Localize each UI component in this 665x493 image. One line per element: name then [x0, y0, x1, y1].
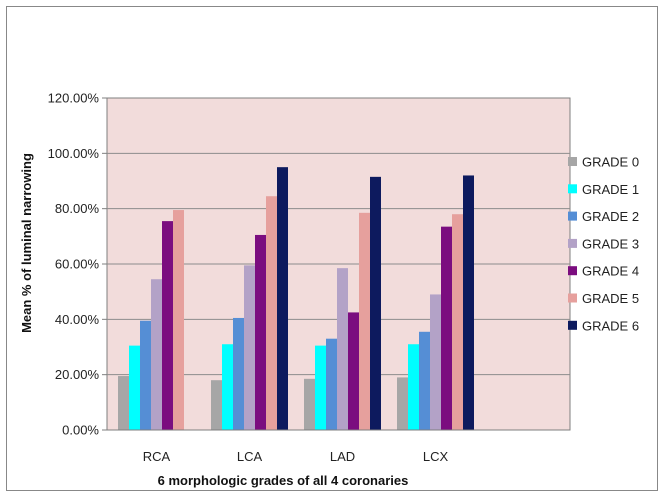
y-tick-label: 80.00% — [55, 201, 100, 216]
bar-lca-grade-3 — [244, 265, 255, 430]
bar-lad-grade-5 — [359, 212, 370, 430]
bar-rca-grade-3 — [151, 279, 162, 430]
legend-label: GRADE 0 — [582, 155, 639, 170]
legend-swatch — [568, 320, 577, 330]
bar-lcx-grade-0 — [397, 377, 408, 430]
x-tick-label: LAD — [330, 449, 355, 464]
bar-lcx-grade-5 — [452, 214, 463, 430]
bar-rca-grade-5 — [173, 210, 184, 430]
legend-label: GRADE 6 — [582, 318, 639, 333]
bar-chart: 0.00% 20.00% 40.00% 60.00% 80.00% 100.00% 120.… — [19, 91, 639, 489]
legend-swatch — [568, 157, 577, 166]
legend-label: GRADE 4 — [582, 264, 639, 279]
bar-lad-grade-0 — [304, 378, 315, 430]
bar-lcx-grade-1 — [408, 344, 419, 430]
y-tick-label: 0.00% — [62, 423, 99, 438]
bar-lcx-grade-2 — [419, 331, 430, 430]
y-tick-label: 120.00% — [48, 91, 100, 106]
bar-lca-grade-2 — [233, 317, 244, 430]
bar-lca-grade-5 — [266, 196, 277, 430]
y-axis-title: Mean % of luminal narrowing — [19, 153, 34, 333]
legend-label: GRADE 2 — [582, 209, 639, 224]
bar-lca-grade-1 — [222, 344, 233, 430]
bar-lad-grade-4 — [348, 312, 359, 430]
y-tick-label: 60.00% — [55, 257, 100, 272]
bar-lca-grade-4 — [255, 234, 266, 430]
bar-lad-grade-1 — [315, 345, 326, 430]
x-tick-label: LCA — [237, 449, 263, 464]
bar-lcx-grade-4 — [441, 226, 452, 430]
legend-swatch — [568, 266, 577, 276]
bar-lcx-grade-3 — [430, 294, 441, 430]
y-tick-label: 100.00% — [48, 146, 100, 161]
bar-rca-grade-4 — [162, 221, 173, 430]
bar-lca-grade-0 — [211, 380, 222, 430]
legend-swatch — [568, 238, 577, 248]
x-tick-label: RCA — [143, 449, 171, 464]
legend-swatch — [568, 211, 577, 221]
bar-lad-grade-6 — [370, 176, 381, 430]
bar-rca-grade-2 — [140, 320, 151, 430]
legend-swatch — [568, 293, 577, 303]
bar-lcx-grade-6 — [463, 175, 474, 430]
bar-rca-grade-1 — [129, 345, 140, 430]
bar-lca-grade-6 — [277, 167, 288, 430]
x-tick-label: LCX — [423, 449, 449, 464]
legend-label: GRADE 1 — [582, 182, 639, 197]
chart-frame: 0.00% 20.00% 40.00% 60.00% 80.00% 100.00% 120.… — [6, 6, 658, 491]
bar-lad-grade-2 — [326, 338, 337, 430]
legend-label: GRADE 5 — [582, 291, 639, 306]
y-tick-label: 20.00% — [55, 367, 100, 382]
bar-lad-grade-3 — [337, 268, 348, 430]
bar-rca-grade-0 — [118, 376, 129, 430]
x-axis-title: 6 morphologic grades of all 4 coronaries — [158, 473, 409, 488]
legend-label: GRADE 3 — [582, 236, 639, 251]
y-tick-label: 40.00% — [55, 312, 100, 327]
legend-swatch — [568, 184, 577, 194]
